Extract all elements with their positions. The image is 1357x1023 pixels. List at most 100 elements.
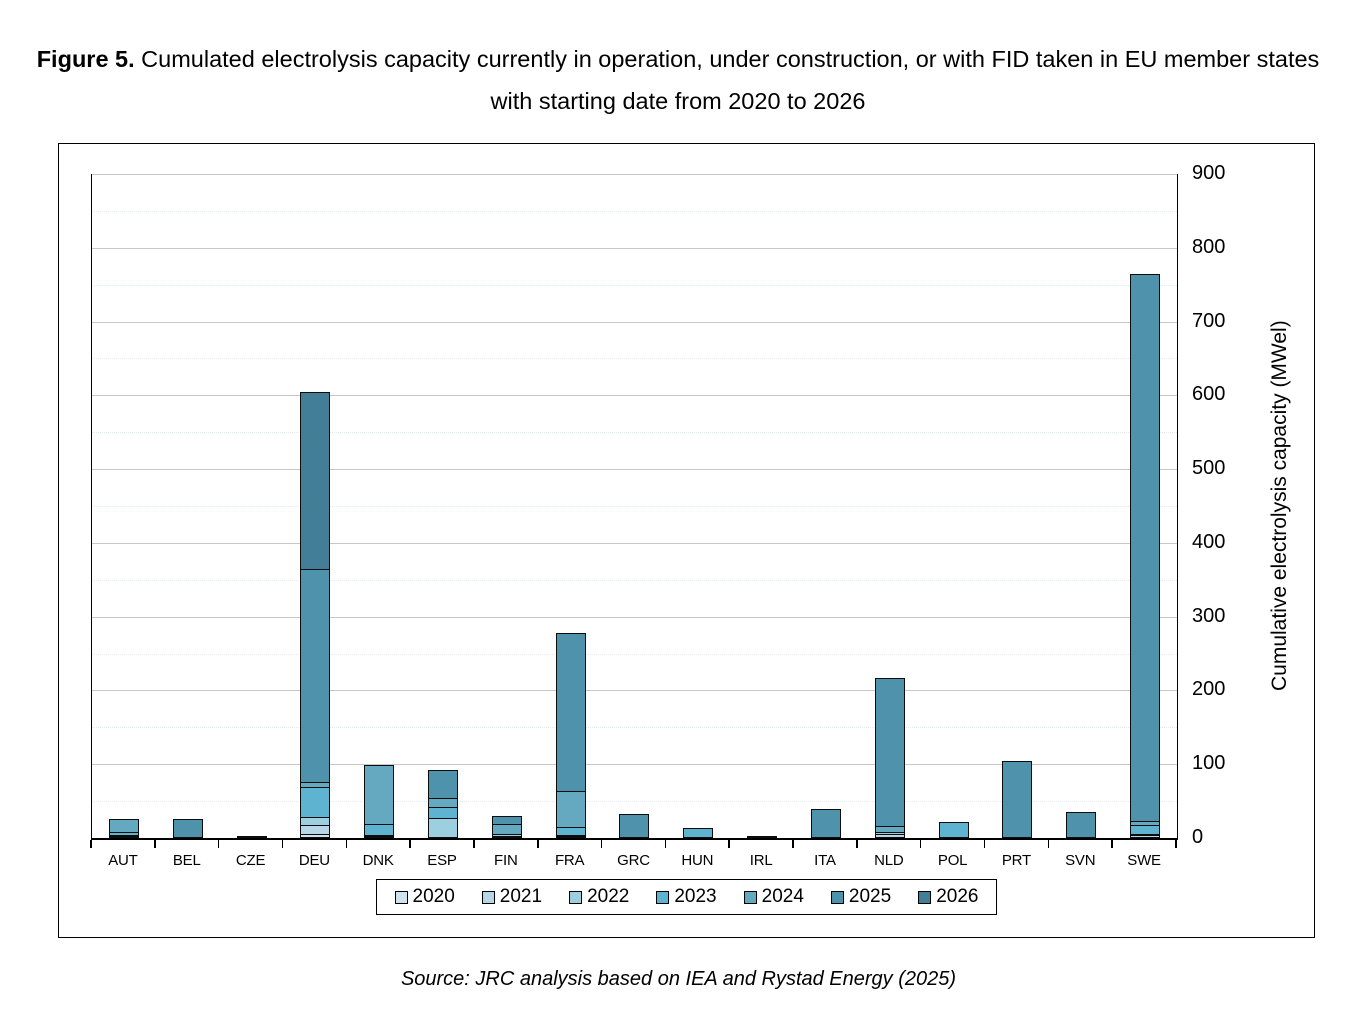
x-tick-label-aut: AUT [108, 852, 138, 869]
legend-label-2025: 2025 [848, 886, 892, 907]
legend-label-2022: 2022 [587, 886, 630, 907]
legend-swatch-2023 [656, 890, 670, 904]
y-tick-label-900: 900 [1192, 162, 1226, 184]
bar-group-pol [922, 821, 986, 838]
bar-segment-esp-2022 [428, 818, 459, 838]
x-tick-label-cze: CZE [235, 852, 266, 869]
x-axis-tick [1047, 840, 1050, 848]
x-tick-label-bel: BEL [172, 852, 201, 869]
minor-gridline [92, 210, 1177, 212]
x-tick-label-prt: PRT [1001, 852, 1031, 869]
x-tick-label-dnk: DNK [362, 852, 394, 869]
legend-label-2020: 2020 [412, 886, 455, 907]
bar-group-bel [156, 818, 220, 838]
x-tick-label-swe: SWE [1127, 852, 1161, 869]
x-tick-label-hun: HUN [681, 852, 714, 869]
bar-segment-nld-2025 [874, 677, 905, 829]
major-gridline [92, 542, 1177, 544]
stacked-bar-nld [874, 677, 905, 838]
bar-segment-pol-2023 [938, 821, 969, 838]
major-gridline [92, 469, 1177, 471]
legend-item-2025: 2025 [830, 886, 892, 908]
stacked-bar-fra [555, 632, 586, 838]
bar-segment-deu-2023 [300, 787, 331, 819]
bar-segment-dnk-2021 [364, 836, 395, 838]
x-axis-tick [217, 840, 220, 848]
chart-frame: Cumulative electrolysis capacity (MWel) … [58, 143, 1315, 938]
bar-group-aut [92, 819, 156, 838]
legend-item-2020: 2020 [394, 886, 455, 908]
bar-group-dnk [347, 764, 411, 838]
bar-segment-svn-2025 [1066, 812, 1097, 838]
bar-segment-swe-2025 [1130, 274, 1161, 823]
stacked-bar-irl [747, 835, 778, 838]
legend-swatch-2025 [830, 890, 844, 904]
x-axis-tick [856, 840, 858, 848]
stacked-bar-cze [236, 835, 267, 838]
minor-gridline [92, 727, 1177, 729]
legend-swatch-2022 [569, 890, 583, 904]
bar-segment-esp-2025 [428, 769, 459, 801]
x-axis-tick [983, 840, 986, 848]
bar-segment-dnk-2024 [364, 764, 395, 826]
x-tick-label-fin: FIN [494, 852, 518, 869]
legend-swatch-2024 [743, 890, 757, 904]
x-axis-tick [90, 840, 92, 848]
legend-item-2026: 2026 [918, 886, 978, 908]
x-axis-tick [664, 840, 667, 848]
legend-label-2021: 2021 [499, 886, 543, 907]
bar-group-swe [1113, 274, 1177, 838]
legend-item-2021: 2021 [481, 886, 543, 908]
legend-label-2024: 2024 [761, 886, 804, 907]
x-axis-tick [281, 840, 284, 848]
y-tick-label-800: 800 [1192, 235, 1226, 258]
minor-gridline [92, 506, 1177, 507]
x-axis-tick [537, 840, 539, 848]
x-axis-tick [1111, 840, 1113, 848]
bar-segment-deu-2025 [300, 569, 331, 784]
y-tick-label-700: 700 [1192, 309, 1226, 332]
bar-segment-hun-2023 [683, 828, 714, 838]
bar-group-irl [730, 835, 794, 838]
legend-swatch-2026 [918, 890, 932, 904]
stacked-bar-esp [428, 769, 459, 838]
plot-area [91, 174, 1178, 840]
y-tick-label-100: 100 [1192, 752, 1226, 775]
bar-group-deu [283, 392, 347, 838]
bar-group-hun [666, 828, 730, 838]
x-axis-tick [473, 840, 475, 848]
legend-item-2023: 2023 [656, 886, 717, 908]
stacked-bar-ita [810, 808, 841, 838]
major-gridline [92, 616, 1177, 618]
stacked-bar-hun [683, 828, 714, 838]
bar-segment-bel-2025 [172, 818, 203, 838]
minor-gridline [92, 801, 1177, 803]
y-tick-label-0: 0 [1192, 826, 1204, 848]
x-axis-tick [728, 840, 730, 848]
bar-segment-nld-2021 [874, 834, 905, 838]
x-axis-tick [1175, 840, 1177, 848]
legend-item-2024: 2024 [743, 886, 804, 908]
major-gridline [92, 247, 1177, 249]
x-tick-label-fra: FRA [554, 852, 585, 869]
y-tick-label-500: 500 [1192, 457, 1226, 480]
bar-segment-fra-2021 [555, 836, 586, 838]
bar-group-fra [539, 632, 603, 838]
legend-swatch-2020 [394, 890, 408, 904]
bar-segment-fra-2024 [555, 790, 586, 829]
source-citation: Source: JRC analysis based on IEA and Ry… [400, 968, 957, 990]
x-tick-label-deu: DEU [298, 852, 330, 869]
stacked-bar-grc [619, 814, 650, 838]
bar-segment-deu-2026 [300, 392, 331, 571]
stacked-bar-pol [938, 821, 969, 838]
minor-gridline [92, 284, 1177, 286]
bar-group-esp [411, 769, 475, 838]
bar-segment-swe-2021 [1130, 835, 1161, 838]
x-axis-tick [409, 840, 411, 848]
stacked-bar-swe [1130, 274, 1161, 838]
bar-segment-fra-2025 [555, 632, 586, 793]
y-axis-title: Cumulative electrolysis capacity (MWel) [1268, 320, 1291, 692]
bar-segment-irl-2025 [747, 835, 778, 838]
legend-label-2026: 2026 [936, 886, 979, 907]
